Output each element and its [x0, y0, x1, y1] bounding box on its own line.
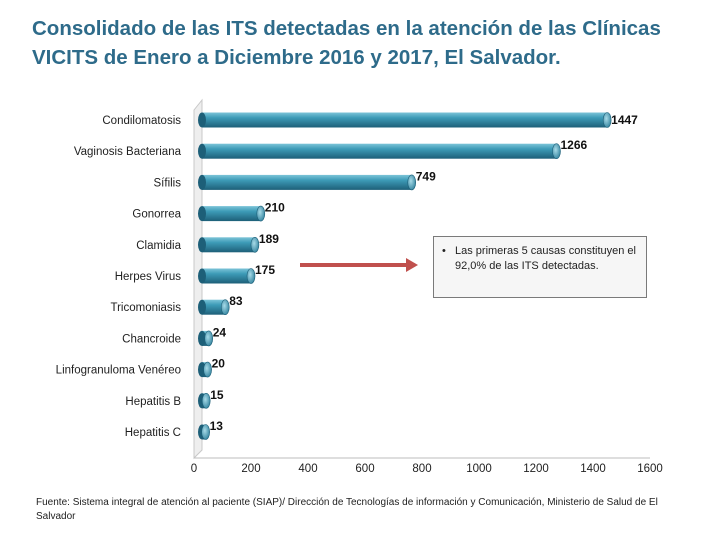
bar-body — [202, 174, 412, 190]
x-tick-label: 0 — [191, 463, 197, 475]
bar-body — [202, 268, 251, 284]
bar-end-cap — [552, 143, 561, 159]
bar-end-cap — [204, 330, 214, 347]
bar-hepatitis-c — [198, 424, 210, 440]
bar-linfogranuloma-venereo — [198, 361, 212, 378]
bars-group — [198, 112, 612, 440]
bar-base-cap — [198, 299, 206, 315]
x-tick-label: 1200 — [523, 463, 549, 475]
category-label: Hepatitis B — [125, 396, 181, 408]
category-labels: Condilomatosis Vaginosis Bacteriana Sífili… — [56, 115, 182, 439]
category-label: Linfogranuloma Venéreo — [56, 365, 181, 377]
callout-arrow — [300, 258, 418, 272]
category-label: Herpes Virus — [115, 271, 182, 283]
callout-bullet: • — [442, 245, 446, 257]
bar-end-cap — [256, 205, 266, 222]
bar-clamidia — [198, 237, 260, 253]
x-axis-ticks: 0 200 400 600 800 1000 1200 1400 1600 — [191, 463, 663, 475]
chart-title-line-1: Consolidado de las ITS detectadas en la … — [32, 17, 661, 40]
bar-body — [202, 143, 557, 159]
bar-end-cap — [407, 174, 417, 191]
x-tick-label: 1600 — [637, 463, 663, 475]
category-label: Vaginosis Bacteriana — [74, 146, 182, 158]
bar-base-cap — [198, 112, 206, 128]
bar-body — [202, 299, 226, 315]
bar-end-cap — [201, 392, 211, 409]
bar-end-cap — [220, 299, 230, 316]
value-label: 13 — [210, 419, 224, 433]
value-label: 1266 — [560, 138, 587, 152]
category-label: Clamidia — [136, 240, 181, 252]
category-label: Sífilis — [154, 177, 182, 189]
bar-base-cap — [198, 206, 206, 222]
value-label: 24 — [213, 325, 227, 339]
bar-condilomatosis — [198, 112, 612, 128]
x-tick-label: 1400 — [580, 463, 606, 475]
category-label: Hepatitis C — [125, 427, 181, 439]
category-label: Condilomatosis — [102, 115, 181, 127]
bar-vaginosis-bacteriana — [198, 143, 561, 159]
source-footnote: Fuente: Sistema integral de atención al … — [36, 497, 658, 522]
bar-chancroide — [198, 330, 214, 347]
bar-end-cap — [602, 112, 612, 128]
x-tick-label: 600 — [355, 463, 374, 475]
bar-base-cap — [198, 174, 206, 190]
bar-end-cap — [201, 424, 210, 440]
bar-herpes-virus — [198, 268, 256, 284]
bar-body — [202, 206, 261, 222]
bar-sifilis — [198, 174, 417, 191]
value-labels: 1447 1266 749 210 189 175 83 24 20 15 13 — [210, 113, 639, 433]
x-tick-label: 400 — [298, 463, 317, 475]
chart-title-line-2: VICITS de Enero a Diciembre 2016 y 2017,… — [32, 46, 561, 69]
category-label: Chancroide — [122, 333, 181, 345]
bar-end-cap — [203, 361, 212, 378]
bar-gonorrea — [198, 205, 266, 222]
bar-base-cap — [198, 143, 206, 159]
x-tick-label: 200 — [241, 463, 260, 475]
bar-base-cap — [198, 330, 206, 346]
bar-end-cap — [246, 268, 256, 284]
value-label: 83 — [229, 294, 243, 308]
bar-base-cap — [198, 268, 206, 284]
bar-tricomoniasis — [198, 299, 230, 316]
category-label: Tricomoniasis — [110, 302, 181, 314]
bar-end-cap — [250, 237, 260, 253]
category-label: Gonorrea — [132, 209, 181, 221]
bar-base-cap — [198, 237, 206, 253]
bar-hepatitis-b — [198, 392, 211, 409]
value-label: 189 — [259, 232, 279, 246]
value-label: 175 — [255, 263, 275, 277]
value-label: 210 — [265, 201, 285, 215]
value-label: 20 — [212, 357, 226, 371]
callout-box: • Las primeras 5 causas constituyen el 9… — [433, 236, 647, 298]
x-tick-label: 800 — [412, 463, 431, 475]
bar-body — [202, 112, 608, 128]
chart-title: Consolidado de las ITS detectadas en la … — [32, 14, 702, 72]
value-label: 1447 — [611, 113, 638, 127]
bar-body — [202, 237, 255, 253]
callout-text: Las primeras 5 causas constituyen el 92,… — [455, 245, 636, 272]
value-label: 15 — [210, 388, 224, 402]
value-label: 749 — [416, 169, 436, 183]
x-tick-label: 1000 — [466, 463, 492, 475]
